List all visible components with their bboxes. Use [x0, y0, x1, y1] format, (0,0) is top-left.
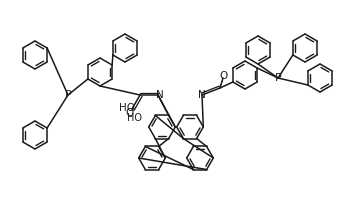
- Text: N: N: [198, 90, 206, 100]
- Text: P: P: [65, 90, 71, 100]
- Text: HO: HO: [127, 113, 143, 123]
- Text: HO: HO: [119, 103, 135, 113]
- Text: O: O: [125, 108, 133, 118]
- Text: O: O: [220, 71, 228, 81]
- Text: N: N: [156, 90, 164, 100]
- Text: P: P: [274, 73, 282, 83]
